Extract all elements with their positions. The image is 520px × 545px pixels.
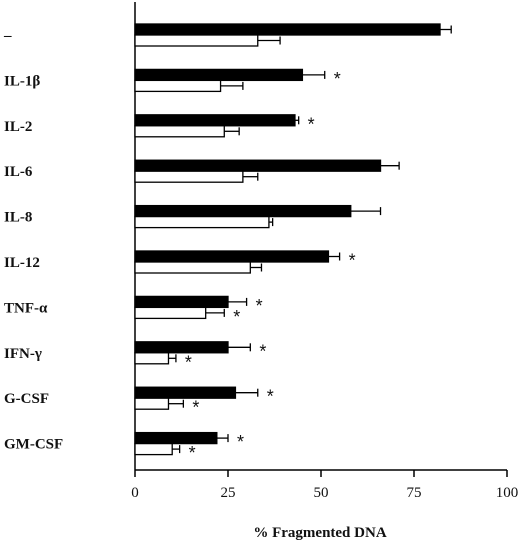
x-tick-label: 25 (221, 485, 236, 501)
bar-open (134, 261, 251, 274)
significance-marker: * (267, 387, 274, 407)
x-tick-label: 75 (407, 485, 422, 501)
bar-open (134, 170, 244, 183)
x-axis-label: % Fragmented DNA (253, 525, 386, 541)
category-label: IL-2 (4, 119, 32, 135)
bar-filled (134, 341, 229, 354)
bar-open (134, 79, 222, 93)
x-tick-labels: 0 25 50 75 100 (131, 485, 518, 501)
bar-filled (134, 250, 330, 263)
category-label: GM-CSF (4, 437, 63, 453)
bar-open (134, 34, 259, 47)
bar-filled (134, 68, 304, 82)
significance-marker: * (237, 432, 244, 452)
bar-filled (134, 159, 382, 172)
significance-marker: * (192, 398, 199, 418)
x-tick-label: 100 (496, 485, 519, 501)
bar-open (134, 352, 170, 365)
bar-filled (134, 295, 229, 309)
bar-filled (134, 114, 296, 127)
significance-marker: * (349, 251, 356, 271)
bar-open (134, 215, 270, 229)
bar-open (134, 125, 225, 138)
significance-marker: * (259, 341, 266, 361)
category-label: IL-12 (4, 255, 40, 271)
significance-marker: * (185, 352, 192, 372)
category-label: IL-8 (4, 210, 32, 226)
category-label: IFN-γ (4, 346, 42, 362)
x-tick-label: 50 (314, 485, 329, 501)
category-labels: – IL-1β IL-2 IL-6 IL-8 IL-12 TNF-α IFN-γ G-CSF GM… (3, 28, 63, 453)
category-label: – (3, 28, 12, 44)
bar-open (134, 306, 207, 320)
bar-filled (134, 23, 441, 36)
category-label: TNF-α (4, 300, 48, 316)
bar-open (134, 442, 173, 456)
bar-filled (134, 204, 352, 218)
bar-filled (134, 386, 237, 399)
bar-open (134, 397, 170, 410)
significance-marker: * (308, 114, 315, 134)
category-label: G-CSF (4, 391, 49, 407)
x-tick-label: 0 (131, 485, 139, 501)
significance-marker: * (334, 69, 341, 89)
bar-filled (134, 431, 218, 445)
category-label: IL-1β (4, 73, 40, 89)
significance-marker: * (256, 296, 263, 316)
significance-marker: * (233, 307, 240, 327)
significance-marker: * (189, 443, 196, 463)
bars: * * * * * * * * * * * (134, 23, 452, 463)
category-label: IL-6 (4, 164, 33, 180)
